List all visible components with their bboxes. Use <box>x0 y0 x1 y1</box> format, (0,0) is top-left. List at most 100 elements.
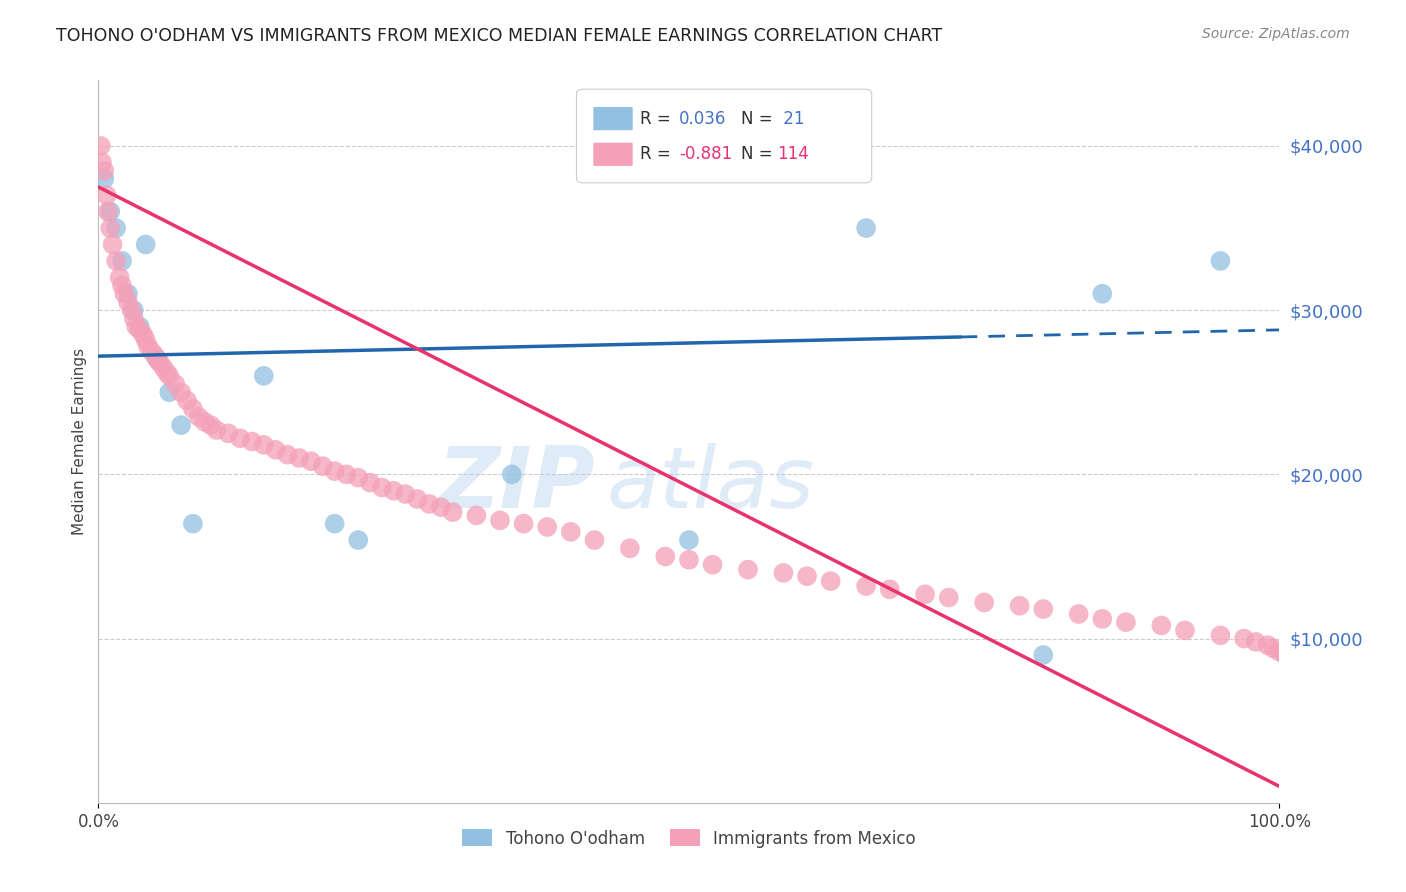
Point <box>170 385 193 400</box>
Point <box>583 533 606 547</box>
Point <box>200 418 222 433</box>
Point <box>157 368 180 383</box>
Point <box>112 286 135 301</box>
Point <box>1263 641 1285 656</box>
Point <box>1209 628 1232 642</box>
Point <box>1008 599 1031 613</box>
Point <box>678 533 700 547</box>
Point <box>536 520 558 534</box>
Point <box>122 303 145 318</box>
Point <box>1268 645 1291 659</box>
Point <box>702 558 724 572</box>
Point <box>938 591 960 605</box>
Point <box>121 303 143 318</box>
Point <box>105 253 128 268</box>
Point <box>141 344 163 359</box>
Point <box>678 553 700 567</box>
Point <box>1398 684 1406 698</box>
Y-axis label: Median Female Earnings: Median Female Earnings <box>72 348 87 535</box>
Point <box>128 319 150 334</box>
Point <box>152 360 174 375</box>
Point <box>217 426 239 441</box>
Point <box>117 295 139 310</box>
Point <box>93 171 115 186</box>
Point <box>465 508 488 523</box>
Point <box>1362 674 1385 689</box>
Point <box>820 574 842 588</box>
Point <box>406 491 429 506</box>
Point <box>619 541 641 556</box>
Point <box>1292 655 1315 669</box>
Text: N =: N = <box>741 110 778 128</box>
Point <box>143 349 166 363</box>
Point <box>347 470 370 484</box>
Point <box>973 595 995 609</box>
Point <box>170 418 193 433</box>
Point <box>181 401 204 416</box>
Point <box>1233 632 1256 646</box>
Point <box>117 286 139 301</box>
Point <box>1091 612 1114 626</box>
Point <box>323 464 346 478</box>
Point <box>430 500 453 515</box>
Point <box>418 497 440 511</box>
Point <box>299 454 322 468</box>
Point <box>371 481 394 495</box>
Point <box>1091 286 1114 301</box>
Text: atlas: atlas <box>606 443 814 526</box>
Point <box>1303 657 1326 672</box>
Point <box>1274 648 1296 662</box>
Point <box>1209 253 1232 268</box>
Point <box>347 533 370 547</box>
Point <box>156 366 179 380</box>
Point <box>1244 635 1267 649</box>
Point <box>737 563 759 577</box>
Point <box>122 311 145 326</box>
Text: -0.881: -0.881 <box>679 145 733 163</box>
Point <box>146 352 169 367</box>
Point <box>111 253 134 268</box>
Point <box>125 319 148 334</box>
Point <box>176 393 198 408</box>
Point <box>149 356 172 370</box>
Point <box>1339 667 1361 681</box>
Point <box>1032 648 1054 662</box>
Point <box>101 237 124 252</box>
Point <box>1150 618 1173 632</box>
Point <box>512 516 534 531</box>
Point <box>501 467 523 482</box>
Point <box>394 487 416 501</box>
Text: R =: R = <box>640 145 676 163</box>
Point <box>93 163 115 178</box>
Text: 114: 114 <box>778 145 810 163</box>
Point <box>288 450 311 465</box>
Point <box>132 327 155 342</box>
Point <box>855 221 877 235</box>
Point <box>135 237 157 252</box>
Point <box>335 467 357 482</box>
Point <box>1316 661 1339 675</box>
Point <box>98 204 121 219</box>
Text: R =: R = <box>640 110 676 128</box>
Point <box>1115 615 1137 630</box>
Point <box>1386 681 1406 695</box>
Point <box>1351 671 1374 685</box>
Point <box>105 221 128 235</box>
Text: Source: ZipAtlas.com: Source: ZipAtlas.com <box>1202 27 1350 41</box>
Point <box>91 155 114 169</box>
Point <box>1032 602 1054 616</box>
Point <box>1174 624 1197 638</box>
Point <box>187 409 209 424</box>
Point <box>90 139 112 153</box>
Point <box>157 385 180 400</box>
Point <box>312 459 335 474</box>
Point <box>253 438 276 452</box>
Point <box>253 368 276 383</box>
Point <box>111 278 134 293</box>
Point <box>135 333 157 347</box>
Point <box>796 569 818 583</box>
Point <box>323 516 346 531</box>
Point <box>97 204 120 219</box>
Point <box>489 513 512 527</box>
Point <box>194 415 217 429</box>
